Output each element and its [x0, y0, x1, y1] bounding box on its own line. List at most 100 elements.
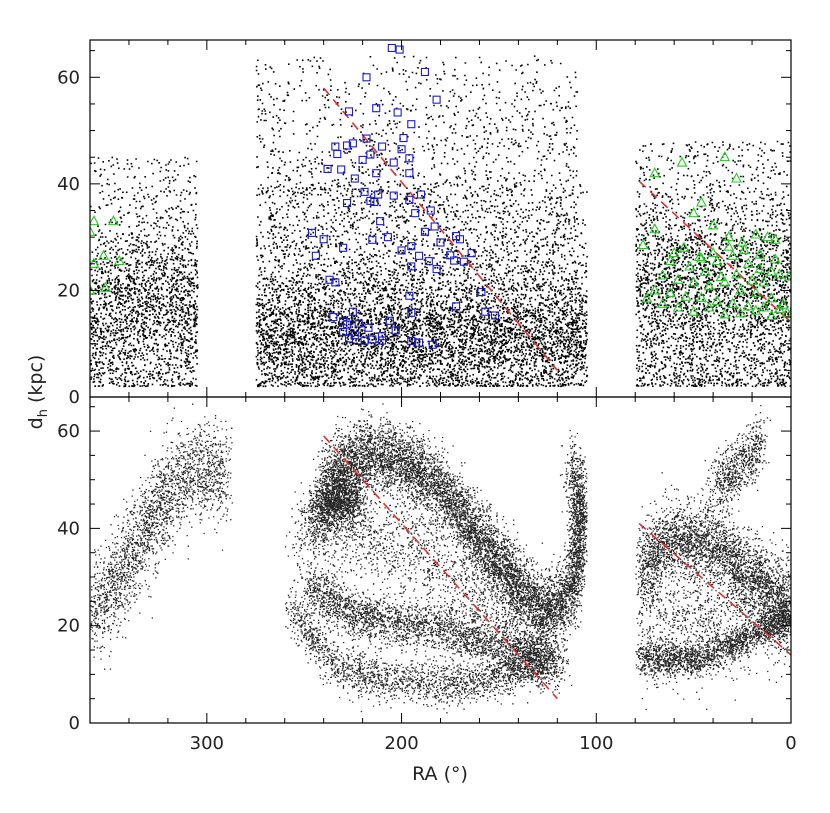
square-marker — [452, 302, 461, 311]
bottom-panel: 0 20 40 60 300 200 100 0 — [57, 396, 797, 754]
triangle-marker — [719, 308, 731, 319]
triangle-marker — [769, 253, 781, 264]
triangle-marker — [703, 280, 715, 291]
square-marker — [407, 262, 416, 271]
square-marker — [366, 150, 375, 159]
triangle-marker — [766, 292, 777, 303]
bottom-panel-points — [90, 403, 791, 714]
square-marker — [407, 337, 416, 346]
triangle-marker — [750, 304, 762, 315]
triangle-marker — [727, 297, 739, 308]
triangle-marker — [723, 240, 735, 251]
triangle-marker — [637, 238, 649, 250]
square-marker — [342, 198, 352, 208]
square-marker — [333, 149, 342, 159]
triangle-marker — [773, 268, 785, 279]
square-marker — [362, 73, 371, 82]
triangle-marker — [90, 284, 96, 295]
triangle-marker — [90, 225, 96, 236]
triangle-marker — [731, 172, 742, 183]
square-marker — [430, 222, 439, 231]
bottom-xtick-label: 300 — [190, 733, 224, 754]
triangle-marker — [688, 305, 700, 316]
square-marker — [376, 217, 385, 226]
square-marker — [339, 243, 348, 252]
triangle-marker — [736, 236, 748, 247]
square-marker — [405, 154, 414, 163]
square-marker — [393, 108, 402, 117]
square-marker — [428, 340, 437, 349]
triangle-marker — [664, 254, 676, 266]
triangle-marker — [672, 301, 684, 312]
square-marker — [432, 95, 441, 104]
triangle-marker — [719, 276, 731, 287]
triangle-marker — [90, 215, 100, 226]
square-marker — [399, 133, 408, 143]
bottom-density-points — [90, 403, 791, 714]
square-marker — [420, 227, 429, 236]
top-ytick-label: 60 — [57, 67, 80, 88]
triangle-marker — [678, 241, 690, 252]
square-marker — [354, 319, 363, 328]
bottom-xtick-label: 0 — [785, 733, 796, 754]
triangle-marker — [707, 246, 719, 258]
square-marker — [407, 120, 416, 129]
triangle-marker — [734, 307, 746, 318]
square-marker — [307, 228, 317, 237]
bottom-ytick-label: 0 — [69, 713, 80, 734]
square-marker — [329, 313, 338, 322]
square-marker — [364, 323, 373, 332]
square-marker — [436, 238, 445, 247]
triangle-marker — [657, 297, 668, 308]
triangle-marker — [695, 252, 707, 263]
square-marker — [416, 190, 426, 199]
square-marker — [370, 197, 379, 207]
y-axis-title-unit: (kpc) — [25, 355, 47, 409]
bottom-ytick-label: 20 — [57, 616, 80, 637]
square-marker — [424, 257, 433, 266]
top-panel-points — [90, 55, 791, 388]
square-marker — [387, 43, 396, 53]
square-marker — [389, 191, 398, 200]
triangle-marker — [657, 269, 668, 280]
square-marker — [405, 169, 414, 178]
square-marker — [348, 307, 357, 316]
bottom-panel-dashed-lines — [323, 435, 791, 700]
bottom-xtick-label: 100 — [579, 733, 613, 754]
triangle-marker — [90, 257, 100, 268]
square-marker — [323, 164, 332, 173]
top-background-points — [90, 55, 791, 388]
triangle-marker — [676, 156, 688, 167]
triangle-marker — [680, 290, 692, 301]
square-marker — [378, 336, 387, 345]
triangle-marker — [649, 223, 661, 234]
square-marker — [432, 265, 441, 274]
triangle-marker — [711, 294, 723, 306]
square-marker — [415, 251, 424, 260]
triangle-marker — [777, 298, 789, 309]
triangle-marker — [731, 268, 742, 279]
triangle-marker — [750, 286, 762, 298]
square-marker — [459, 257, 468, 266]
square-marker — [342, 141, 352, 150]
y-axis-title: dh (kpc) — [25, 355, 51, 430]
y-axis-title-main: d — [25, 417, 47, 429]
square-marker — [415, 338, 424, 347]
triangle-marker — [668, 246, 680, 258]
top-dashed-line-1 — [638, 180, 791, 323]
top-ytick-label: 40 — [57, 174, 80, 195]
square-marker — [467, 249, 476, 258]
triangle-marker — [734, 284, 746, 295]
triangle-marker — [695, 196, 707, 207]
square-marker — [481, 307, 490, 316]
square-marker — [407, 242, 416, 251]
top-ytick-label: 20 — [57, 280, 80, 301]
square-marker — [405, 195, 414, 204]
square-marker — [344, 107, 354, 116]
triangle-marker — [727, 249, 739, 260]
square-marker — [337, 165, 346, 174]
triangle-marker — [711, 254, 723, 266]
triangle-marker — [750, 228, 762, 239]
triangle-marker — [100, 281, 112, 292]
square-marker — [360, 336, 369, 345]
